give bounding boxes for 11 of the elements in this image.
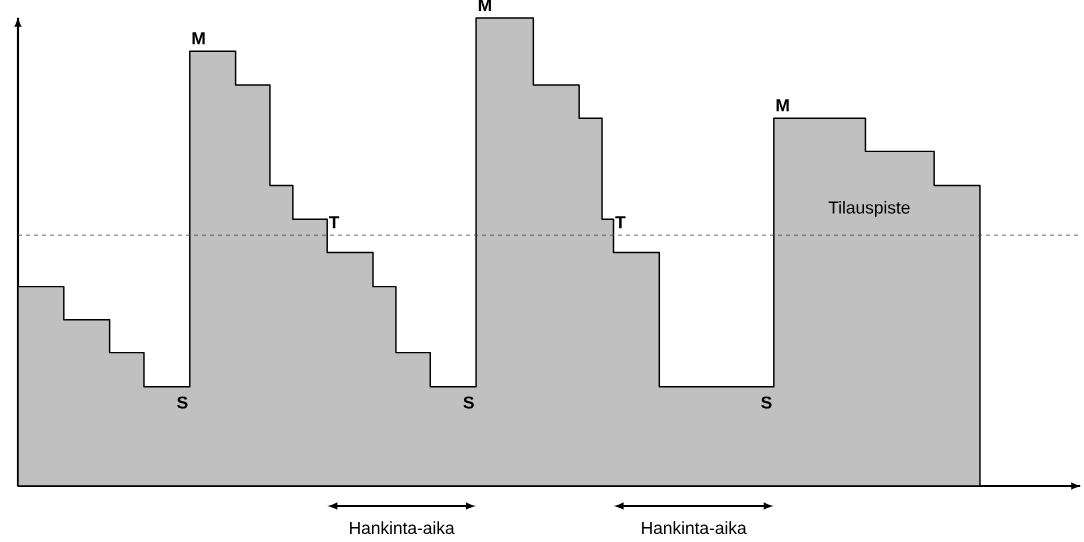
annotation: M <box>776 99 789 112</box>
text: M <box>478 0 491 12</box>
annotation: T <box>328 216 340 229</box>
annotation: T <box>615 216 626 229</box>
text: Hankinta-aika <box>642 521 747 535</box>
text: Hankinta-aika <box>350 521 455 535</box>
annotation: M <box>192 32 205 45</box>
annotation: S <box>177 396 188 409</box>
annotation: S <box>761 396 772 409</box>
annotation: S <box>463 396 474 409</box>
ref-line-label: Tilauspiste <box>828 200 910 218</box>
